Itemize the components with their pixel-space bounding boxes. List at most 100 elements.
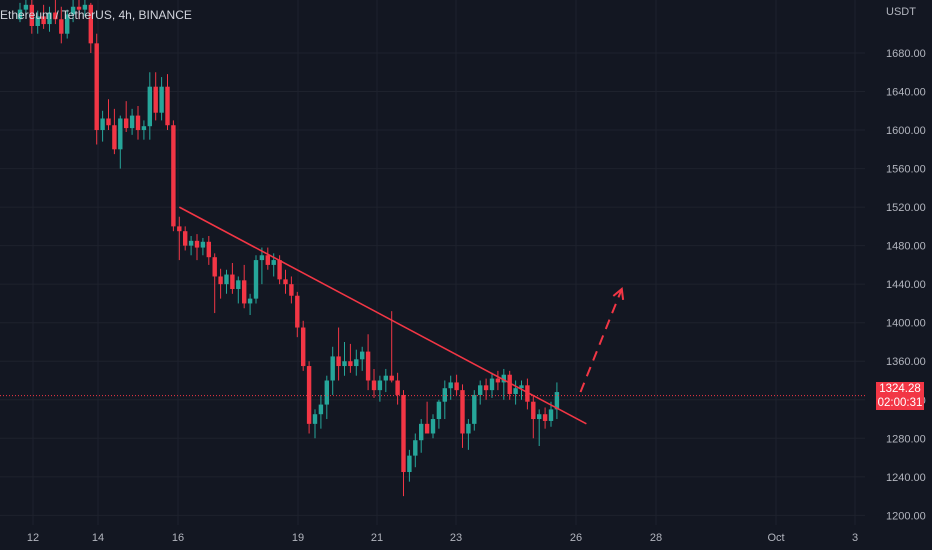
x-tick-label: 16 — [172, 532, 184, 544]
candle-body — [23, 4, 29, 10]
trend-layer — [0, 206, 865, 425]
candle — [383, 368, 388, 393]
y-tick-label: 1240.00 — [886, 472, 926, 484]
candle-body — [277, 260, 282, 280]
candle — [407, 449, 412, 482]
y-tick-label: 1560.00 — [886, 164, 926, 176]
candle-body — [153, 86, 158, 113]
candle — [153, 72, 158, 121]
y-tick-label: 1600.00 — [886, 125, 926, 137]
candle — [100, 110, 105, 142]
candle — [454, 374, 459, 395]
candle — [188, 236, 194, 256]
candle — [419, 419, 424, 453]
y-tick-label: 1280.00 — [886, 433, 926, 445]
candle — [141, 120, 147, 140]
candle-body — [330, 356, 335, 381]
candle — [365, 334, 371, 391]
candle-body — [460, 390, 465, 434]
candle-body — [29, 4, 34, 27]
candle — [537, 409, 542, 447]
candle — [295, 291, 300, 338]
y-tick-label: 1640.00 — [886, 87, 926, 99]
candle — [124, 101, 129, 132]
candle — [129, 108, 135, 135]
candle-body — [413, 440, 418, 456]
candle-body — [371, 380, 377, 391]
currency-label: USDT — [886, 6, 916, 18]
candle-body — [118, 118, 123, 150]
candle-body — [448, 382, 453, 389]
candle-body — [135, 115, 141, 131]
candle-body — [531, 401, 536, 420]
candle — [342, 341, 347, 376]
candle-body — [259, 255, 265, 261]
candle — [224, 269, 229, 294]
candle — [17, 2, 23, 23]
candle — [460, 384, 465, 448]
candle — [413, 433, 418, 468]
candle-body — [483, 385, 489, 391]
candle — [472, 390, 477, 431]
candle-body — [424, 423, 430, 434]
y-tick-label: 1680.00 — [886, 48, 926, 60]
candle-body — [318, 404, 324, 415]
candle-body — [41, 16, 46, 25]
candle — [259, 247, 265, 285]
candle-body — [301, 327, 306, 367]
bar-countdown-tag: 02:00:31 — [876, 396, 924, 410]
candle — [212, 253, 217, 314]
candle-body — [265, 255, 270, 265]
candle-body — [247, 298, 253, 304]
y-tick-label: 1440.00 — [886, 279, 926, 291]
x-tick-label: 14 — [92, 532, 104, 544]
candle-body — [165, 86, 170, 126]
candle-layer — [17, 0, 560, 497]
candle — [247, 293, 253, 315]
candle — [531, 394, 536, 439]
candle-body — [70, 6, 76, 15]
candle-body — [472, 394, 477, 424]
candle-body — [183, 231, 188, 246]
candle-body — [47, 12, 52, 25]
candle — [330, 346, 335, 395]
candle — [483, 378, 489, 400]
candle — [135, 105, 141, 140]
x-tick-label: 28 — [650, 532, 662, 544]
candle-body — [507, 374, 512, 394]
candle-body — [88, 4, 93, 44]
candle-body — [478, 385, 483, 395]
candle — [76, 0, 82, 20]
candle-body — [542, 414, 548, 421]
y-tick-label: 1480.00 — [886, 241, 926, 253]
y-tick-label: 1400.00 — [886, 318, 926, 330]
candle-body — [466, 423, 471, 434]
candle — [436, 399, 442, 429]
candle-body — [389, 375, 394, 381]
candle-body — [324, 380, 329, 405]
candle — [29, 0, 34, 34]
candle-body — [218, 276, 223, 285]
candle-body — [312, 414, 318, 424]
candle-body — [495, 378, 501, 383]
candle — [106, 99, 111, 131]
candle-body — [65, 14, 70, 34]
candle-body — [436, 401, 442, 420]
candle — [159, 77, 164, 121]
candle-body — [224, 274, 229, 285]
candle-body — [419, 423, 424, 441]
candle — [306, 361, 312, 434]
candle — [348, 343, 353, 373]
x-tick-label: Oct — [767, 532, 784, 544]
candle-body — [159, 86, 164, 113]
candle-body — [513, 388, 518, 394]
candle — [489, 372, 495, 398]
candle — [554, 382, 560, 420]
candle-body — [454, 382, 459, 391]
candle — [501, 368, 506, 400]
candle — [242, 264, 247, 309]
candle — [318, 394, 324, 429]
candle — [442, 380, 447, 420]
